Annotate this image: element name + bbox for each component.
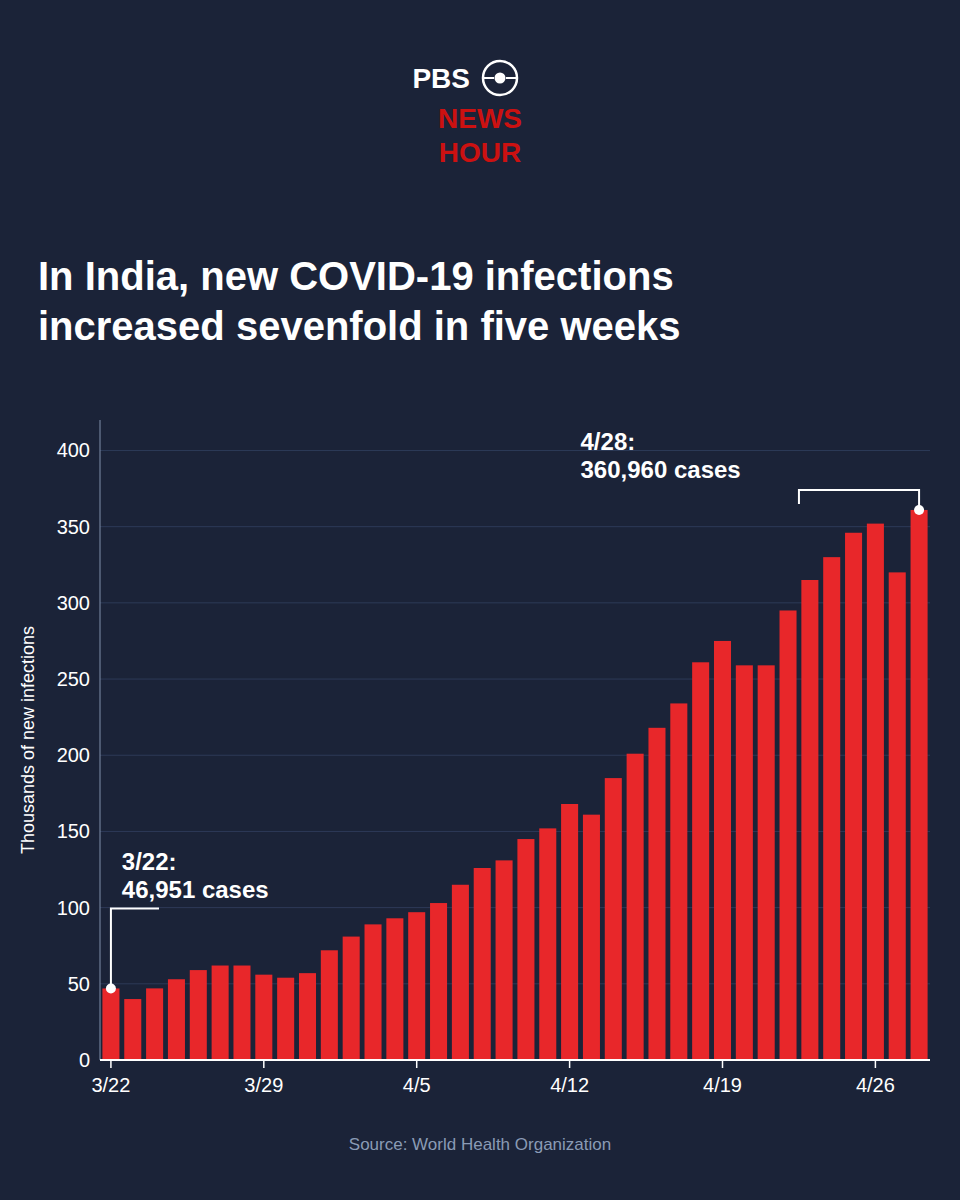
bar	[365, 924, 382, 1060]
bar	[583, 815, 600, 1060]
grid	[100, 450, 930, 1060]
y-tick-label: 100	[57, 897, 90, 919]
bar	[823, 557, 840, 1060]
x-tick-label: 4/12	[550, 1074, 589, 1096]
title: increased sevenfold in five weeks	[38, 304, 681, 348]
annotation: 4/28:	[581, 428, 636, 455]
annotations: 3/22:46,951 cases 4/28:360,960 cases	[106, 428, 924, 993]
bar	[168, 979, 185, 1060]
bar	[780, 610, 797, 1060]
bar	[430, 903, 447, 1060]
bar	[801, 580, 818, 1060]
bar	[386, 918, 403, 1060]
bar	[102, 988, 119, 1060]
y-tick-label: 400	[57, 439, 90, 461]
bar	[911, 510, 928, 1060]
bar	[233, 966, 250, 1060]
logo-text: HOUR	[439, 137, 521, 168]
bar	[321, 950, 338, 1060]
x-tick	[875, 1060, 877, 1068]
annotation-line	[799, 490, 919, 510]
bar	[627, 754, 644, 1060]
logo-symbol	[483, 77, 494, 79]
bar	[845, 533, 862, 1060]
y-axis-label: Thousands of new infections	[18, 626, 38, 854]
bar	[648, 728, 665, 1060]
annotation-dot	[106, 983, 116, 993]
y-tick-label: 200	[57, 744, 90, 766]
bar	[408, 912, 425, 1060]
bar	[474, 868, 491, 1060]
source: Source: World Health Organization	[349, 1135, 611, 1154]
bar	[277, 978, 294, 1060]
bar	[452, 885, 469, 1060]
bar	[605, 778, 622, 1060]
bar	[561, 804, 578, 1060]
bar	[889, 572, 906, 1060]
x-tick	[110, 1060, 112, 1068]
bars	[102, 510, 927, 1060]
x-tick	[416, 1060, 418, 1068]
logo-symbol	[483, 61, 517, 95]
grid-line	[100, 1060, 930, 1061]
bar	[736, 665, 753, 1060]
x-tick-label: 4/5	[403, 1074, 431, 1096]
chart: PBS NEWSHOUR In India, new COVID-19 infect…	[0, 0, 960, 1200]
logo-symbol	[506, 77, 517, 79]
bar	[343, 937, 360, 1060]
x-tick-label: 4/19	[703, 1074, 742, 1096]
logo-symbol	[495, 73, 506, 84]
annotation-dot	[914, 505, 924, 515]
bar	[190, 970, 207, 1060]
bar	[255, 975, 272, 1060]
y-tick-label: 0	[79, 1049, 90, 1071]
bar	[124, 999, 141, 1060]
y-ticks: 0 50 100 150 200 250 300 350 400	[57, 439, 90, 1071]
y-tick-label: 150	[57, 820, 90, 842]
x-tick-label: 3/29	[244, 1074, 283, 1096]
bar	[539, 828, 556, 1060]
bar	[867, 524, 884, 1060]
bar	[670, 703, 687, 1060]
y-tick-label: 50	[68, 973, 90, 995]
logo-text: PBS	[412, 63, 470, 94]
y-tick-label: 250	[57, 668, 90, 690]
y-tick-label: 300	[57, 592, 90, 614]
x-tick-label: 3/22	[91, 1074, 130, 1096]
x-tick	[569, 1060, 571, 1068]
bar	[714, 641, 731, 1060]
page: {"chart_data": { "type": "bar", "title":…	[0, 0, 960, 1200]
bar	[212, 966, 229, 1060]
annotation: 46,951 cases	[122, 876, 269, 903]
logo-text: NEWS	[438, 103, 522, 134]
y-tick-label: 350	[57, 516, 90, 538]
y-axis-line	[100, 420, 101, 1060]
bar	[758, 665, 775, 1060]
x-tick	[722, 1060, 724, 1068]
logo: PBS NEWSHOUR	[412, 61, 522, 168]
title: In India, new COVID-19 infections	[38, 254, 674, 298]
grid-line	[100, 526, 930, 527]
bar	[496, 860, 513, 1060]
x-tick	[263, 1060, 265, 1068]
bar	[517, 839, 534, 1060]
bar	[146, 988, 163, 1060]
x-tick-label: 4/26	[856, 1074, 895, 1096]
annotation: 3/22:	[122, 848, 177, 875]
annotation: 360,960 cases	[581, 456, 741, 483]
x-ticks: 3/22 3/29 4/5 4/12 4/19 4/26	[91, 1060, 894, 1096]
bar	[692, 662, 709, 1060]
x-axis-line	[100, 1059, 930, 1061]
grid-line	[100, 450, 930, 451]
bar	[299, 973, 316, 1060]
annotation-line	[111, 908, 159, 988]
background	[0, 0, 960, 1200]
